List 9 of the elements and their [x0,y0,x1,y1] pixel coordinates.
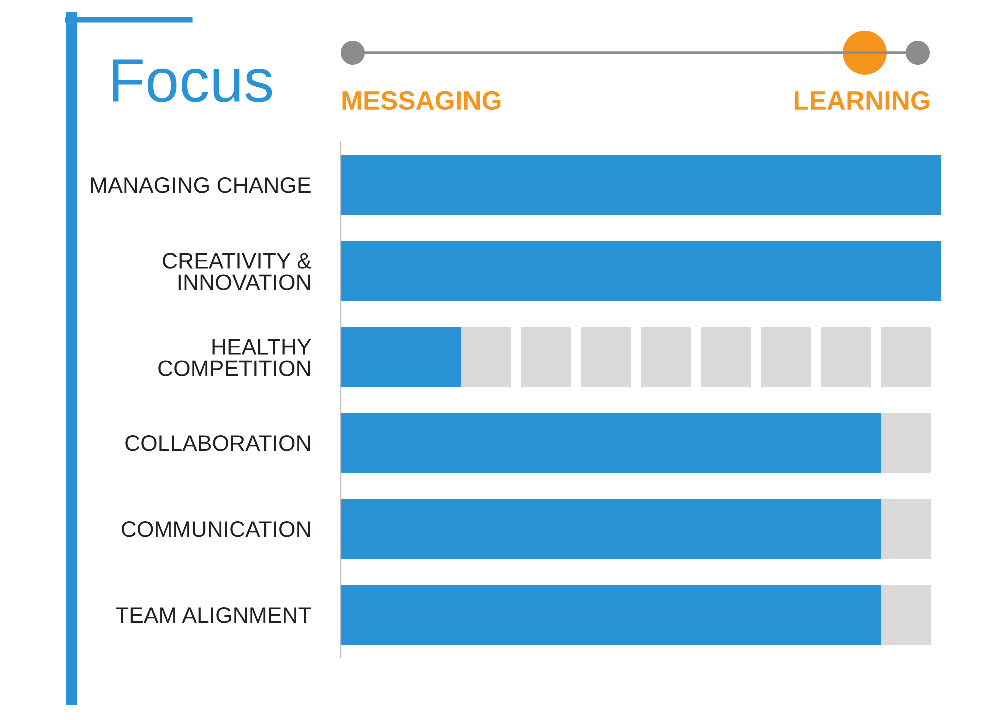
y-tick-label: HEALTHY COMPETITION [158,339,312,376]
y-tick-label: TEAM ALIGNMENT [116,608,312,624]
y-tick-label: COLLABORATION [126,436,310,452]
y-tick-label: COMMUNICATION [122,522,310,538]
y-tick-label: CREATIVITY & INNOVATION [163,253,312,290]
y-tick-label: MANAGING CHANGE [91,178,311,194]
chart-title: Focus [113,60,272,102]
text: MESSAGING [342,91,501,110]
text: LEARNING [794,91,930,110]
